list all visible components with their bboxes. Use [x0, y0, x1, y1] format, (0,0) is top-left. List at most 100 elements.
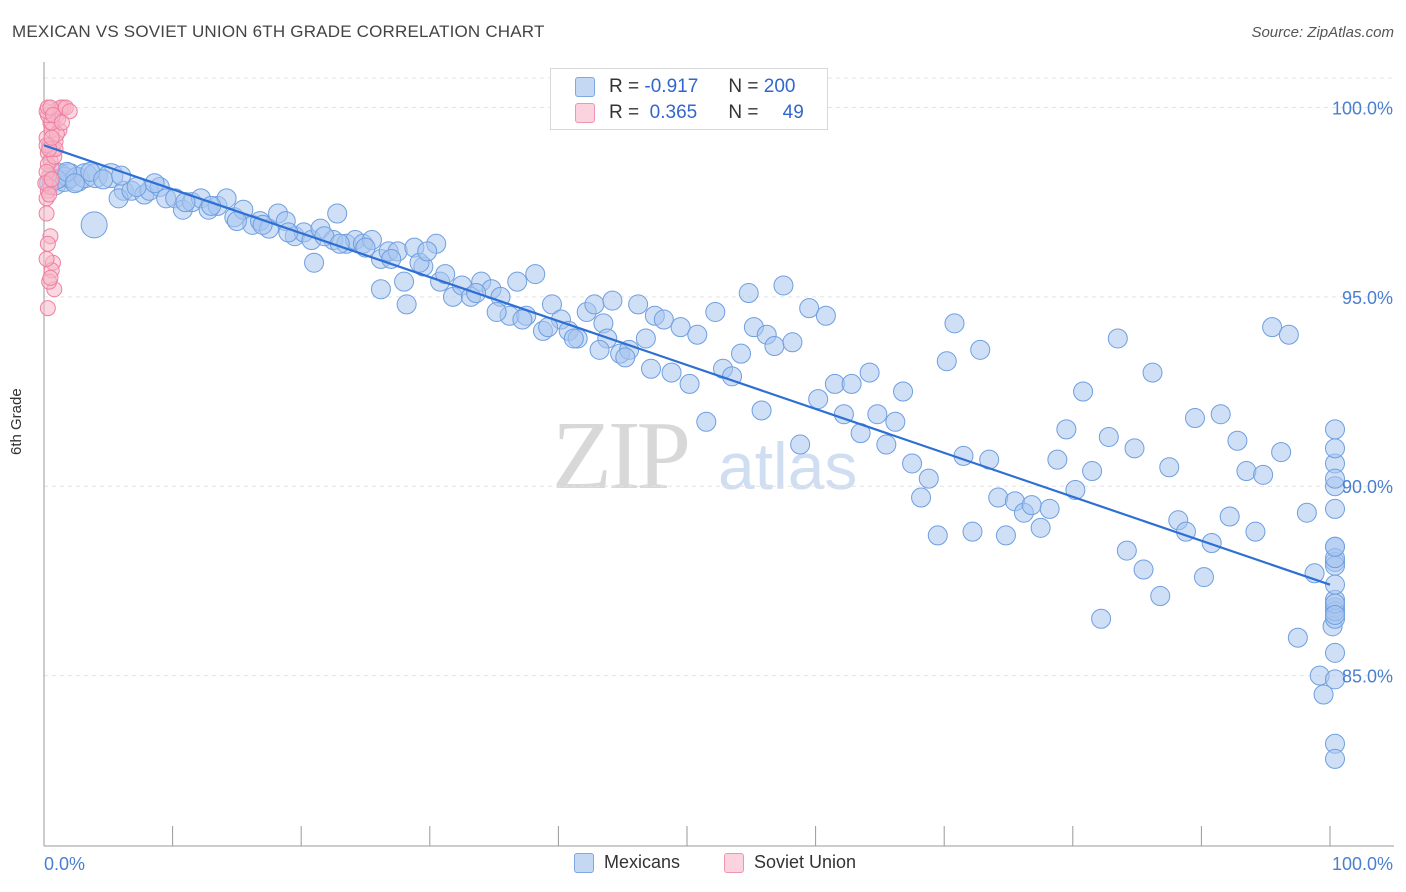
- stats-row-soviet-union: R = 0.365 N = 49: [575, 102, 804, 124]
- mexicans-point: [417, 241, 438, 262]
- mexicans-point: [1325, 419, 1345, 440]
- mexicans-point: [927, 525, 948, 546]
- watermark-zip: ZIP: [552, 402, 691, 510]
- mexicans-point: [1262, 317, 1283, 338]
- soviet-union-point: [39, 235, 56, 252]
- mexicans-point: [1116, 540, 1137, 561]
- legend-item-soviet-union[interactable]: Soviet Union: [724, 852, 856, 873]
- mexicans-point: [696, 411, 717, 432]
- mexicans-point: [911, 487, 932, 508]
- mexicans-point: [563, 328, 584, 349]
- mexicans-point: [1124, 438, 1145, 459]
- mexicans-point: [1201, 533, 1222, 554]
- mexicans-point: [1325, 468, 1345, 489]
- mexicans-point: [782, 332, 803, 353]
- mexicans-point: [876, 434, 897, 455]
- mexicans-point: [902, 453, 923, 474]
- mexicans-point: [988, 487, 1009, 508]
- tick-labels: 85.0% 90.0% 95.0% 100.0% 0.0% 100.0%: [44, 98, 1393, 874]
- mexicans-point: [1325, 574, 1345, 595]
- mexicans-point: [841, 373, 862, 394]
- y-tick-label: 90.0%: [1342, 477, 1393, 497]
- mexicans-point: [1325, 498, 1345, 519]
- r-value: 0.365: [644, 102, 698, 123]
- mexicans-point: [893, 381, 914, 402]
- mexicans-point: [1030, 517, 1051, 538]
- mexicans-point: [1325, 604, 1345, 625]
- soviet-union-point: [38, 205, 55, 222]
- soviet-union-point: [54, 114, 71, 131]
- soviet-union-point: [41, 186, 58, 203]
- soviet-union-point: [43, 171, 60, 188]
- stats-legend-box: R = -0.917 N = 200 R = 0.365 N = 49: [550, 68, 828, 130]
- mexicans-point: [525, 264, 546, 285]
- mexicans-point: [584, 294, 605, 315]
- n-label: N =: [728, 76, 759, 97]
- mexicans-trend-line: [43, 144, 1331, 586]
- mexicans-point: [1325, 536, 1345, 557]
- stats-row-mexicans: R = -0.917 N = 200: [575, 76, 795, 98]
- y-tick-label: 100.0%: [1332, 98, 1393, 118]
- mexicans-point: [815, 305, 836, 326]
- x-tick-label-min: 0.0%: [44, 854, 85, 874]
- mexicans-point: [751, 400, 772, 421]
- y-tick-label: 95.0%: [1342, 288, 1393, 308]
- mexicans-point: [1073, 381, 1094, 402]
- legend-label: Soviet Union: [754, 852, 857, 872]
- mexicans-point: [1098, 426, 1119, 447]
- mexicans-point: [486, 301, 507, 322]
- mexicans-point: [918, 468, 939, 489]
- mexicans-point: [370, 279, 391, 300]
- mexicans-point: [1150, 586, 1171, 607]
- soviet-union-point: [61, 103, 78, 120]
- mexicans-point: [885, 411, 906, 432]
- mexicans-point: [435, 264, 456, 285]
- r-label: R =: [609, 102, 640, 123]
- mexicans-point: [628, 294, 649, 315]
- mexicans-point: [1313, 684, 1334, 705]
- mexicans-point: [640, 358, 661, 379]
- mexicans-point: [1039, 498, 1060, 519]
- mexicans-point: [1227, 430, 1248, 451]
- mexicans-point: [394, 271, 415, 292]
- mexicans-point: [867, 404, 888, 425]
- mexicans-point: [1047, 449, 1068, 470]
- mexicans-point: [970, 339, 991, 360]
- legend-label: Mexicans: [604, 852, 681, 872]
- mexicans-point: [731, 343, 752, 364]
- y-tick-label: 85.0%: [1342, 667, 1393, 687]
- mexicans-point: [602, 290, 623, 311]
- mexicans-point: [1271, 442, 1292, 463]
- data-points: [37, 99, 1345, 769]
- mexicans-point: [1278, 324, 1299, 345]
- mexicans-point: [1159, 457, 1180, 478]
- mexicans-point: [252, 214, 273, 235]
- mexicans-point: [635, 328, 656, 349]
- mexicans-point: [1091, 608, 1112, 629]
- mexicans-point: [327, 203, 348, 224]
- mexicans-point: [64, 173, 85, 194]
- mexicans-point: [1193, 567, 1214, 588]
- mexicans-point: [1021, 495, 1042, 516]
- n-value: 200: [763, 76, 796, 97]
- soviet-union-point: [42, 269, 59, 286]
- mexicans-point: [1065, 479, 1086, 500]
- legend-item-mexicans[interactable]: Mexicans: [574, 852, 680, 873]
- mexicans-swatch: [575, 77, 595, 97]
- mexicans-point: [355, 237, 376, 258]
- mexicans-point: [962, 521, 983, 542]
- source-label: Source: ZipAtlas.com: [1251, 24, 1394, 41]
- mexicans-point: [738, 283, 759, 304]
- mexicans-point: [936, 351, 957, 372]
- mexicans-point: [1142, 362, 1163, 383]
- mexicans-point: [396, 294, 417, 315]
- mexicans-point: [1287, 627, 1308, 648]
- mexicans-point: [512, 309, 533, 330]
- mexicans-point: [1325, 642, 1345, 663]
- n-value: 49: [782, 102, 804, 123]
- mexicans-point: [824, 373, 845, 394]
- mexicans-point: [541, 294, 562, 315]
- mexicans-point: [1107, 328, 1128, 349]
- mexicans-point: [790, 434, 811, 455]
